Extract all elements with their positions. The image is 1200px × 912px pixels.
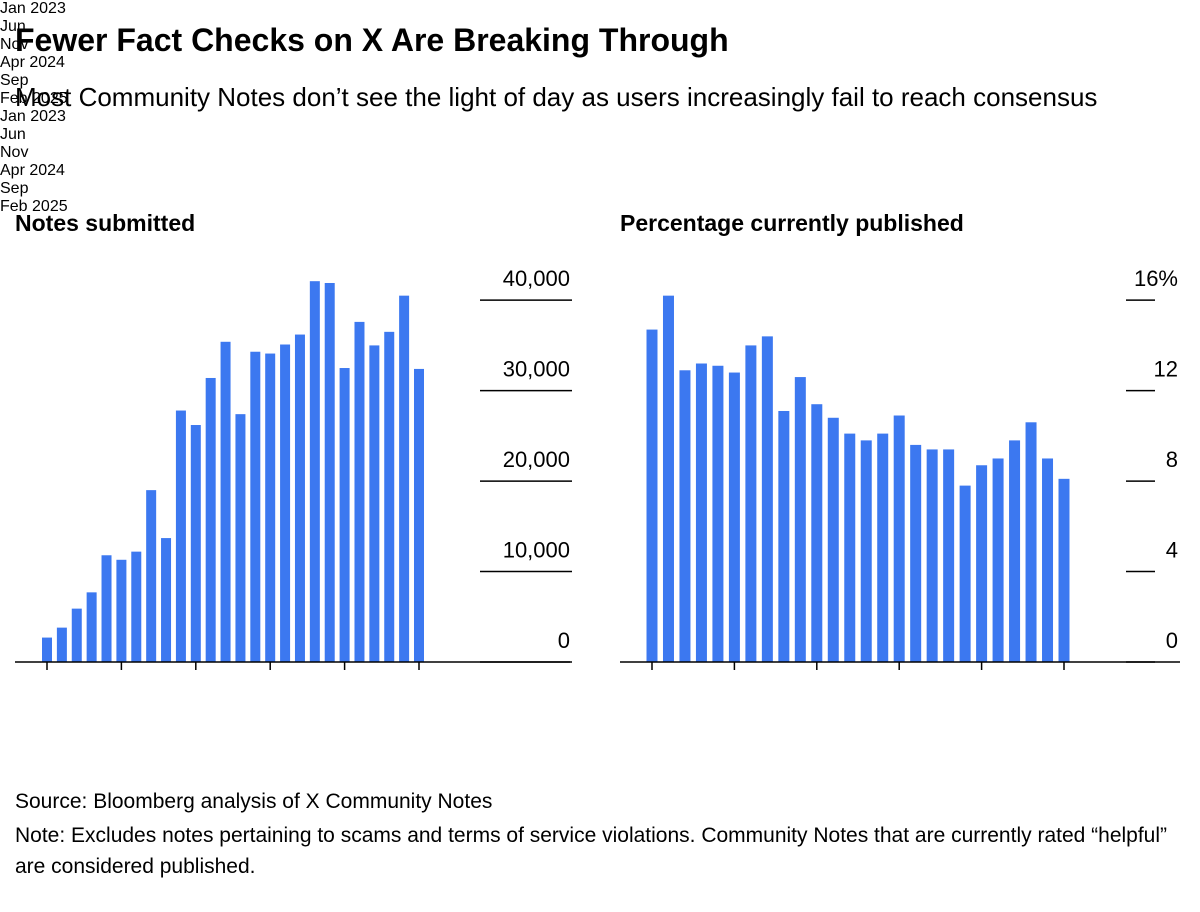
bar	[205, 377, 216, 662]
bar	[101, 555, 112, 662]
y-tick-label: 40,000	[503, 266, 570, 291]
bar	[414, 368, 424, 662]
y-tick-label: 0	[1166, 628, 1178, 653]
bar	[811, 404, 823, 662]
bar	[728, 372, 740, 662]
x-tick-label: Jun	[0, 126, 26, 143]
x-tick-label: Jan 2023	[0, 0, 66, 17]
bar	[265, 353, 276, 662]
y-tick-label: 8	[1166, 447, 1178, 472]
x-tick-label: Apr 2024	[0, 162, 65, 179]
x-tick-label: Apr 2024	[0, 54, 65, 71]
bar	[86, 592, 97, 662]
bar	[190, 425, 201, 662]
bar	[354, 321, 365, 662]
y-tick-label: 10,000	[503, 538, 570, 563]
x-tick-label: Sep	[0, 72, 29, 89]
bar	[1042, 458, 1054, 662]
x-tick-label: Feb 2025	[0, 90, 68, 107]
source: Source: Bloomberg analysis of X Communit…	[15, 790, 493, 813]
bar	[943, 449, 955, 662]
bar	[384, 331, 395, 662]
y-tick-label: 4	[1166, 538, 1178, 563]
y-tick-label: 20,000	[503, 447, 570, 472]
bar	[926, 449, 938, 662]
bar	[399, 295, 410, 662]
bar	[860, 440, 872, 662]
bar	[646, 329, 658, 662]
bar	[1025, 422, 1037, 662]
bar	[1009, 440, 1021, 662]
bar	[745, 345, 757, 662]
bar	[280, 344, 291, 662]
bar	[161, 538, 172, 662]
note: Note: Excludes notes pertaining to scams…	[15, 824, 1168, 878]
x-tick-label: Feb 2025	[0, 198, 68, 215]
y-tick-label: 16%	[1134, 266, 1178, 291]
bar	[662, 295, 674, 662]
x-tick-label: Nov	[0, 144, 29, 161]
bar	[131, 551, 142, 662]
bar	[844, 433, 856, 662]
bar	[42, 637, 52, 662]
bar	[309, 281, 320, 662]
x-tick-label: Jun	[0, 18, 26, 35]
bar	[175, 410, 186, 662]
bar	[250, 351, 261, 662]
bar	[294, 334, 305, 662]
bar	[56, 627, 67, 662]
bar	[761, 336, 773, 662]
bar	[220, 341, 231, 662]
x-tick-label: Sep	[0, 180, 29, 197]
bar	[146, 490, 157, 662]
title: Fewer Fact Checks on X Are Breaking Thro…	[15, 22, 729, 58]
y-tick-label: 0	[558, 628, 570, 653]
bar	[794, 377, 806, 662]
bar	[695, 363, 707, 662]
x-tick-label: Nov	[0, 36, 29, 53]
bar	[976, 465, 988, 662]
bar	[959, 485, 971, 662]
y-tick-label: 30,000	[503, 357, 570, 382]
bar	[71, 608, 82, 662]
bar	[369, 345, 380, 662]
bar	[324, 282, 335, 662]
subtitle: Most Community Notes don’t see the light…	[15, 82, 1098, 112]
bar	[910, 444, 922, 662]
bar	[877, 433, 889, 662]
bar	[778, 410, 790, 662]
bar	[992, 458, 1004, 662]
y-tick-label: 12	[1154, 357, 1178, 382]
x-tick-label: Jan 2023	[0, 108, 66, 125]
chart-title: Notes submitted	[15, 210, 196, 236]
bar	[827, 417, 839, 662]
bar	[235, 414, 246, 662]
bar	[116, 559, 127, 662]
bar	[679, 370, 691, 662]
bar	[712, 365, 724, 662]
bar	[893, 415, 905, 662]
chart-title: Percentage currently published	[620, 210, 964, 236]
bar	[339, 368, 350, 662]
bar	[1058, 478, 1070, 662]
